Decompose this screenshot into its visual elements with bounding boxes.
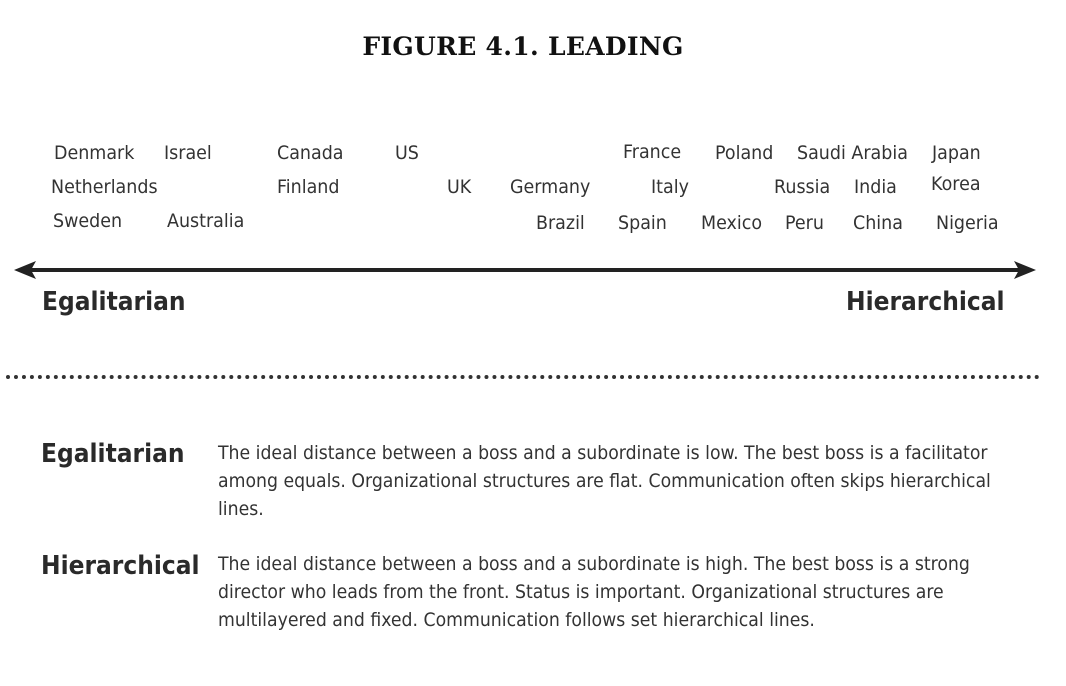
country-label-canada: Canada [277, 142, 344, 164]
definition-term-hierarchical: Hierarchical [41, 551, 200, 581]
arrow-right-head [1014, 261, 1036, 279]
country-label-india: India [854, 176, 897, 198]
country-label-russia: Russia [774, 176, 831, 198]
country-label-poland: Poland [715, 142, 774, 164]
country-label-sweden: Sweden [53, 210, 123, 232]
scale-arrow [14, 261, 1036, 279]
country-label-uk: UK [447, 176, 472, 198]
country-label-us: US [395, 142, 419, 164]
country-label-australia: Australia [167, 210, 245, 232]
country-label-spain: Spain [618, 212, 667, 234]
definition-text-egalitarian: The ideal distance between a boss and a … [218, 442, 991, 520]
scale-left-label: Egalitarian [42, 287, 186, 317]
definition-term-egalitarian: Egalitarian [41, 439, 185, 469]
country-label-finland: Finland [277, 176, 340, 198]
country-label-netherlands: Netherlands [51, 176, 158, 198]
country-label-peru: Peru [785, 212, 824, 234]
country-label-denmark: Denmark [54, 142, 135, 164]
country-label-brazil: Brazil [536, 212, 585, 234]
country-label-korea: Korea [931, 173, 981, 195]
country-label-germany: Germany [510, 176, 591, 198]
country-label-mexico: Mexico [701, 212, 763, 234]
arrow-left-head [14, 261, 36, 279]
country-label-italy: Italy [651, 176, 689, 198]
dotted-divider [6, 375, 1040, 379]
definition-text-hierarchical: The ideal distance between a boss and a … [218, 553, 970, 631]
country-label-china: China [853, 212, 903, 234]
country-label-france: France [623, 141, 682, 163]
country-label-nigeria: Nigeria [936, 212, 999, 234]
figure-title: FIGURE 4.1. LEADING [362, 32, 684, 61]
country-label-japan: Japan [932, 142, 981, 164]
scale-right-label: Hierarchical [846, 287, 1005, 317]
country-label-saudi-arabia: Saudi Arabia [797, 142, 908, 164]
country-label-israel: Israel [164, 142, 212, 164]
